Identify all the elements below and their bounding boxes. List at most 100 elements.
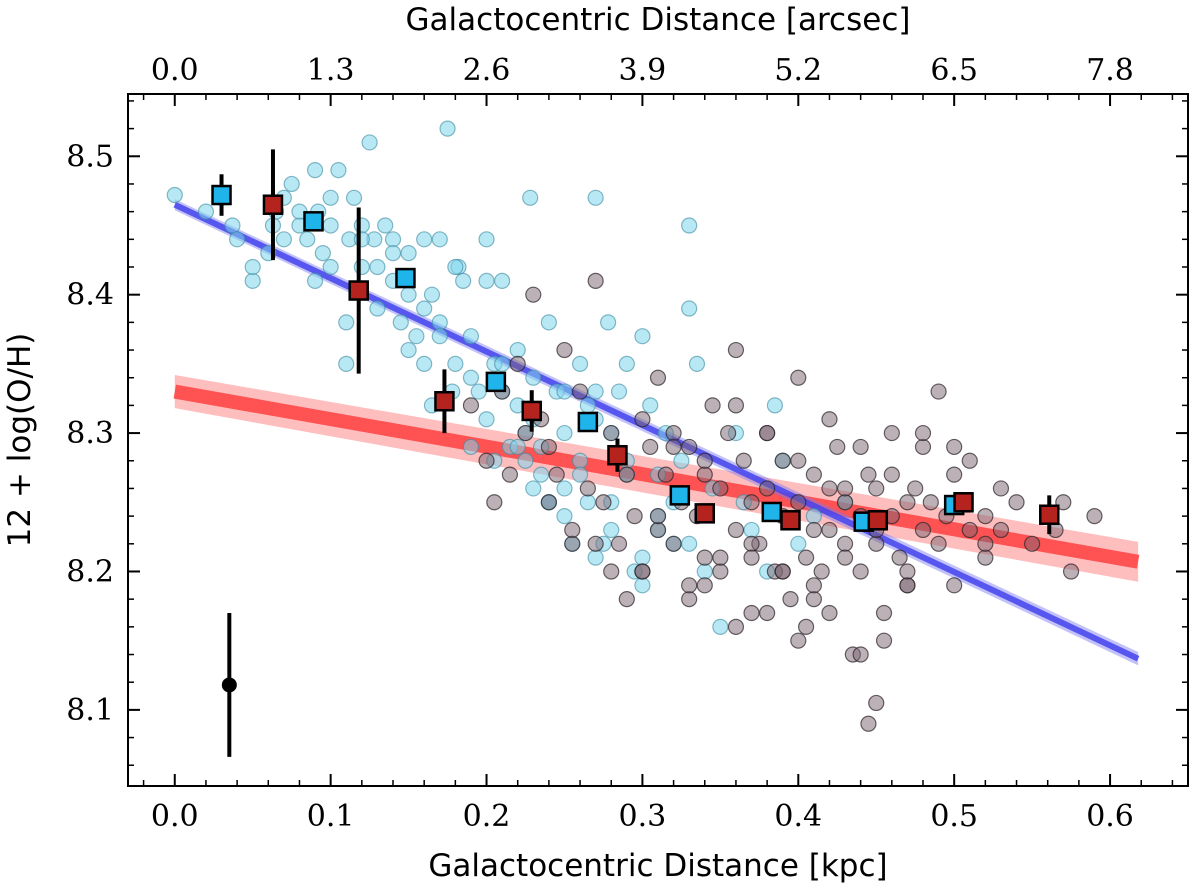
cyan-data-point [571,355,589,372]
red-bin-marker [694,503,716,524]
dark-data-point [836,480,854,497]
binned-points [211,149,1060,757]
cyan-data-point [743,521,760,539]
dark-data-point [797,618,815,635]
cyan-data-point [229,231,246,248]
dark-data-point [836,549,854,566]
cyan-data-point [416,231,433,248]
dark-data-point [681,591,698,608]
dark-data-point [587,535,604,552]
cyan-bin-marker [669,485,691,506]
dark-data-point [727,521,745,539]
x-tick-label: 0.4 [774,799,822,834]
dark-data-point [907,480,924,497]
dark-data-point [836,494,854,511]
cyan-data-point [540,314,557,331]
cyan-data-point [587,189,604,206]
cyan-data-point [522,189,539,206]
x-tick-label: 0.2 [463,799,511,834]
dark-data-point [805,521,822,539]
x-tick-label: 0.1 [307,799,355,834]
cyan-data-point [509,438,526,456]
dark-data-point [743,549,760,566]
dark-data-point [681,577,698,594]
dark-data-point [548,466,565,483]
cyan-data-point [330,162,347,179]
dark-data-point [899,494,916,511]
cyan-data-point [681,217,698,234]
dark-data-point [556,341,573,359]
dark-data-point [759,480,776,497]
dark-data-point [743,604,760,622]
dark-data-point [899,577,916,594]
cyan-data-point [244,272,261,289]
dark-data-point [790,632,807,649]
y-tick-label: 8.4 [66,278,114,313]
dark-data-point [914,438,932,456]
cyan-data-point [408,328,425,345]
dark-data-point [868,694,885,712]
dark-data-point [875,604,893,622]
cyan-data-point [556,383,573,400]
dark-data-point [564,521,581,539]
cyan-data-point [712,618,729,635]
dark-data-point [657,466,674,483]
cyan-data-point [353,258,370,276]
cyan-data-point [166,186,183,204]
dark-data-point [665,424,682,442]
plot-frame [127,93,1189,787]
dark-data-point [720,424,737,442]
cyan-data-point [322,258,339,276]
dark-data-point [852,438,869,456]
dark-data-point [899,563,916,580]
dark-data-point [665,438,682,456]
cyan-data-point [416,355,433,372]
cyan-data-point [478,411,495,428]
dark-data-point [735,452,752,469]
y-tick-label: 8.3 [66,416,114,451]
cyan-data-point [314,245,331,262]
cyan-data-point [416,300,433,317]
dark-data-point [743,535,760,552]
cyan-data-point [353,231,370,248]
dark-data-point [712,480,729,497]
top-x-tick-label: 3.9 [619,53,667,88]
cyan-bin-marker [303,211,324,232]
cyan-data-point [384,245,402,262]
cyan-bin-marker [395,267,416,289]
cyan-data-point [634,328,651,345]
cyan-data-point [517,452,534,469]
cyan-data-point [400,286,417,303]
cyan-data-point [571,452,589,469]
cyan-data-point [462,438,480,456]
dark-data-point [564,535,581,552]
cyan-data-point [696,563,713,580]
cyan-data-point [634,577,651,594]
cyan-data-point [345,189,363,206]
dark-data-point [914,521,932,539]
red-bin-marker [262,194,284,215]
cyan-data-point [603,521,620,539]
cyan-data-point [766,397,784,414]
dark-data-point [649,369,667,386]
cyan-data-point [494,272,511,289]
typical-error-point [221,677,237,693]
dark-data-point [883,466,900,483]
dark-data-point [1062,563,1080,580]
dark-data-point [813,563,830,580]
cyan-data-point [688,355,706,372]
cyan-data-point [462,328,480,345]
dark-data-point [774,452,791,469]
dark-data-point [821,521,838,539]
dark-data-point [704,397,721,414]
dark-data-point [946,438,963,456]
dark-data-point [860,715,877,732]
dark-data-point [486,494,503,511]
cyan-bin-marker [211,184,232,206]
cyan-data-point [369,258,386,276]
dark-data-point [595,494,612,511]
cyan-data-point [462,369,480,386]
cyan-data-point [525,369,542,386]
top-x-tick-label: 2.6 [463,53,511,88]
